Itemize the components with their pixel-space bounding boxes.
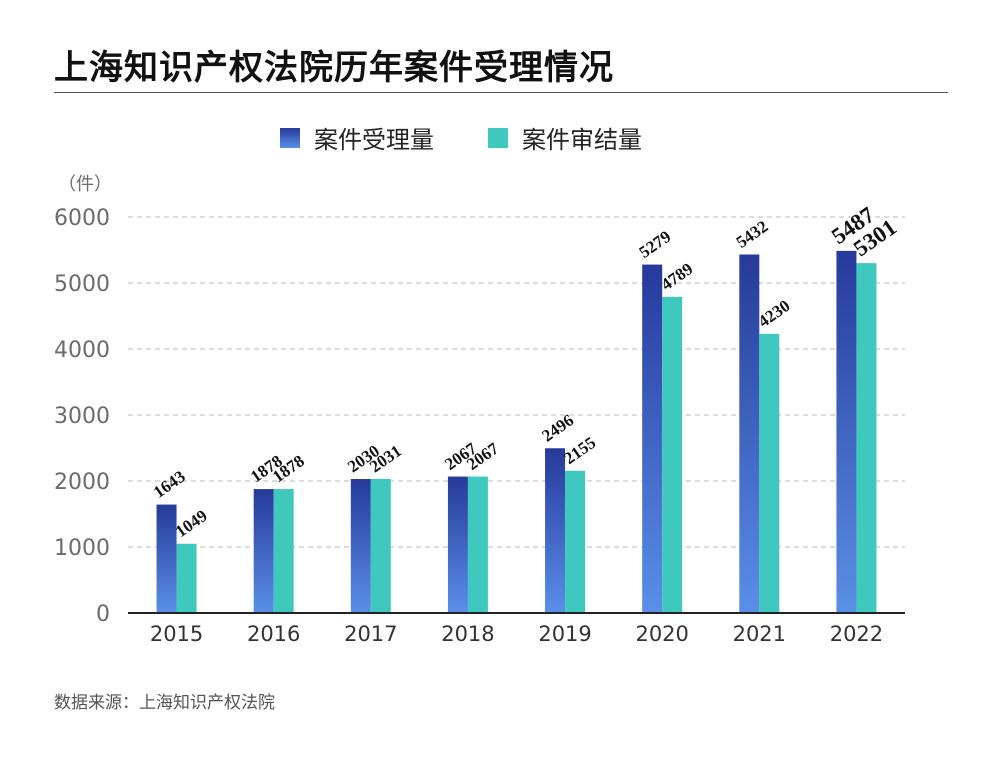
title-divider [54,92,948,93]
x-tick-label: 2017 [344,622,397,646]
data-label-concluded: 4789 [658,259,697,294]
data-label-concluded: 1049 [172,506,211,541]
x-tick-label: 2015 [150,622,203,646]
bar-received [642,264,663,613]
bar-concluded [273,489,294,613]
y-unit-label: （件） [58,174,112,195]
legend-label-concluded: 案件审结量 [522,126,642,154]
data-label-received: 5432 [733,217,772,252]
y-tick-label: 6000 [54,206,110,231]
bar-concluded [176,543,197,613]
x-tick-label: 2022 [830,622,883,646]
bar-concluded [565,470,586,613]
data-label-received: 5279 [636,227,675,262]
bar-received [836,250,857,613]
bar-received [447,476,468,613]
bar-received [739,254,760,613]
bar-received [156,504,177,613]
bar-concluded [856,263,877,613]
x-tick-label: 2018 [441,622,494,646]
bar-concluded [759,333,780,613]
legend-label-received: 案件受理量 [314,126,434,154]
y-tick-label: 5000 [54,272,110,297]
y-tick-label: 0 [96,602,110,627]
data-label-concluded: 4230 [755,296,794,331]
x-tick-label: 2021 [733,622,786,646]
data-label-received: 1643 [150,467,189,502]
legend-swatch-concluded [488,127,508,148]
bar-received [253,489,274,613]
data-label-received: 2496 [538,410,577,445]
bar-concluded [662,296,683,613]
y-tick-label: 1000 [54,536,110,561]
legend: 案件受理量 案件审结量 [280,120,642,155]
data-source-note: 数据来源：上海知识产权法院 [54,693,275,713]
y-tick-label: 2000 [54,470,110,495]
bar-received [350,479,371,613]
bar-concluded [467,476,488,613]
x-tick-label: 2020 [635,622,688,646]
y-tick-label: 3000 [54,404,110,429]
bar-concluded [370,478,391,613]
chart-title: 上海知识产权法院历年案件受理情况 [54,48,614,88]
legend-item-received: 案件受理量 [280,120,434,155]
bar-received [545,448,566,613]
data-label-concluded: 2155 [560,433,599,468]
y-tick-label: 4000 [54,338,110,363]
x-tick-label: 2019 [538,622,591,646]
legend-item-concluded: 案件审结量 [488,120,642,155]
legend-swatch-received [280,127,300,148]
x-tick-label: 2016 [247,622,300,646]
